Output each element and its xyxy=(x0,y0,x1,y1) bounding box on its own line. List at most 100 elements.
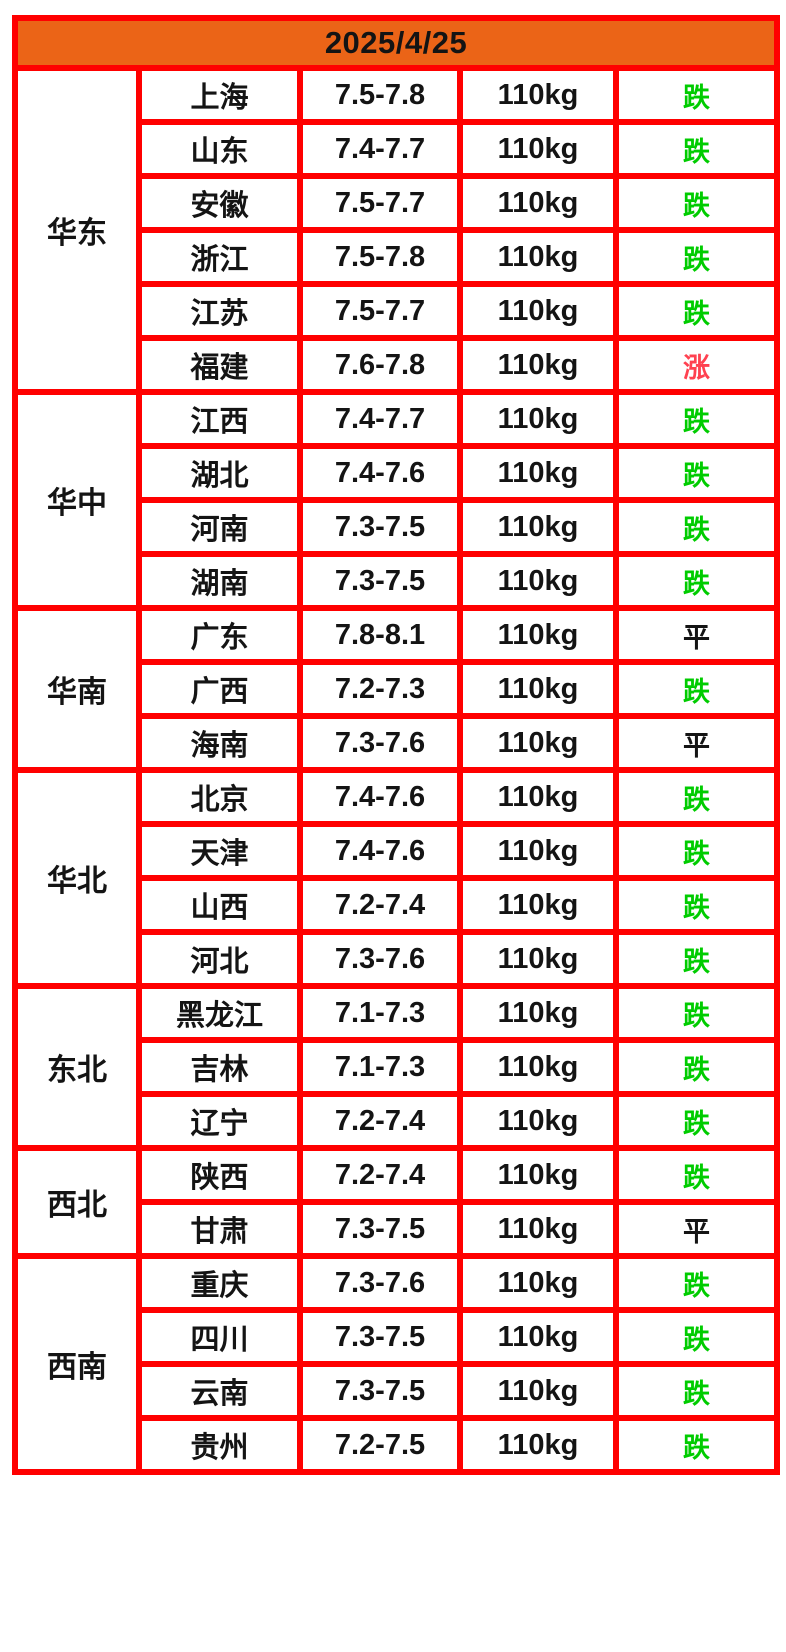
trend-cell: 跌 xyxy=(612,227,781,287)
weight-cell: 110kg xyxy=(457,821,619,881)
price-cell: 7.5-7.7 xyxy=(297,173,463,233)
trend-cell: 跌 xyxy=(612,821,781,881)
table-row: 东北 黑龙江 7.1-7.3 110kg 跌 xyxy=(12,983,781,1151)
weight-cell: 110kg xyxy=(457,1415,619,1475)
table-row: 江苏 7.5-7.7 110kg 跌 xyxy=(15,281,781,341)
province-cell: 重庆 xyxy=(136,1253,303,1313)
weight-cell: 110kg xyxy=(457,1361,619,1421)
weight-cell: 110kg xyxy=(457,713,619,773)
price-cell: 7.4-7.6 xyxy=(297,443,463,503)
pig-price-table: 2025/4/25 华东 上海 7.5-7.8 110kg 跌 山东 7.4-7… xyxy=(11,15,781,1475)
trend-cell: 跌 xyxy=(612,119,781,179)
price-cell: 7.5-7.7 xyxy=(297,281,463,341)
weight-cell: 110kg xyxy=(457,227,619,287)
region-cell: 华北 xyxy=(12,767,142,989)
province-cell: 河南 xyxy=(136,497,303,557)
trend-cell: 跌 xyxy=(612,1415,781,1475)
table-row: 海南 7.3-7.6 110kg 平 xyxy=(15,713,781,773)
province-cell: 河北 xyxy=(136,929,303,989)
trend-cell: 跌 xyxy=(612,281,781,341)
weight-cell: 110kg xyxy=(457,335,619,395)
province-cell: 福建 xyxy=(136,335,303,395)
region-cell: 华南 xyxy=(12,605,142,773)
weight-cell: 110kg xyxy=(457,281,619,341)
table-row: 广西 7.2-7.3 110kg 跌 xyxy=(15,659,781,719)
table-row: 西北 陕西 7.2-7.4 110kg 跌 xyxy=(12,1145,781,1259)
province-cell: 陕西 xyxy=(136,1145,303,1205)
trend-cell: 平 xyxy=(612,605,781,665)
weight-cell: 110kg xyxy=(457,767,619,827)
price-cell: 7.3-7.5 xyxy=(297,1361,463,1421)
trend-cell: 跌 xyxy=(612,173,781,233)
province-cell: 辽宁 xyxy=(136,1091,303,1151)
price-cell: 7.1-7.3 xyxy=(297,1037,463,1097)
weight-cell: 110kg xyxy=(457,389,619,449)
trend-cell: 跌 xyxy=(612,1307,781,1367)
table-row: 华南 广东 7.8-8.1 110kg 平 xyxy=(12,605,781,773)
province-cell: 甘肃 xyxy=(136,1199,303,1259)
table-row: 天津 7.4-7.6 110kg 跌 xyxy=(15,821,781,881)
province-cell: 广东 xyxy=(136,605,303,665)
province-cell: 贵州 xyxy=(136,1415,303,1475)
trend-cell: 跌 xyxy=(612,983,781,1043)
weight-cell: 110kg xyxy=(457,119,619,179)
price-cell: 7.1-7.3 xyxy=(297,983,463,1043)
trend-cell: 跌 xyxy=(612,1091,781,1151)
weight-cell: 110kg xyxy=(457,1307,619,1367)
price-cell: 7.6-7.8 xyxy=(297,335,463,395)
weight-cell: 110kg xyxy=(457,1037,619,1097)
price-cell: 7.3-7.5 xyxy=(297,1307,463,1367)
price-cell: 7.8-8.1 xyxy=(297,605,463,665)
table-row: 西南 重庆 7.3-7.6 110kg 跌 xyxy=(12,1253,781,1475)
price-cell: 7.2-7.4 xyxy=(297,875,463,935)
trend-cell: 跌 xyxy=(612,875,781,935)
table-row: 吉林 7.1-7.3 110kg 跌 xyxy=(15,1037,781,1097)
province-cell: 广西 xyxy=(136,659,303,719)
trend-cell: 跌 xyxy=(612,65,781,125)
province-cell: 山西 xyxy=(136,875,303,935)
table-row: 山东 7.4-7.7 110kg 跌 xyxy=(15,119,781,179)
weight-cell: 110kg xyxy=(457,65,619,125)
weight-cell: 110kg xyxy=(457,983,619,1043)
weight-cell: 110kg xyxy=(457,605,619,665)
trend-cell: 跌 xyxy=(612,1253,781,1313)
trend-cell: 平 xyxy=(612,713,781,773)
table-row: 华北 北京 7.4-7.6 110kg 跌 xyxy=(12,767,781,989)
table-row: 福建 7.6-7.8 110kg 涨 xyxy=(15,335,781,395)
province-cell: 云南 xyxy=(136,1361,303,1421)
table-row: 云南 7.3-7.5 110kg 跌 xyxy=(15,1361,781,1421)
province-cell: 湖北 xyxy=(136,443,303,503)
header-row: 2025/4/25 xyxy=(11,15,781,71)
trend-cell: 跌 xyxy=(612,551,781,611)
province-cell: 上海 xyxy=(136,65,303,125)
table-row: 辽宁 7.2-7.4 110kg 跌 xyxy=(15,1091,781,1151)
region-cell: 西北 xyxy=(12,1145,142,1259)
province-cell: 天津 xyxy=(136,821,303,881)
table-row: 湖南 7.3-7.5 110kg 跌 xyxy=(15,551,781,611)
weight-cell: 110kg xyxy=(457,443,619,503)
trend-cell: 涨 xyxy=(612,335,781,395)
trend-cell: 跌 xyxy=(612,659,781,719)
trend-cell: 跌 xyxy=(612,767,781,827)
region-cell: 东北 xyxy=(12,983,142,1151)
province-cell: 黑龙江 xyxy=(136,983,303,1043)
trend-cell: 跌 xyxy=(612,929,781,989)
region-cell: 华东 xyxy=(12,65,142,395)
province-cell: 湖南 xyxy=(136,551,303,611)
date-header: 2025/4/25 xyxy=(11,15,781,71)
weight-cell: 110kg xyxy=(457,1091,619,1151)
price-cell: 7.3-7.6 xyxy=(297,1253,463,1313)
price-cell: 7.3-7.6 xyxy=(297,713,463,773)
price-cell: 7.5-7.8 xyxy=(297,227,463,287)
table-row: 河北 7.3-7.6 110kg 跌 xyxy=(15,929,781,989)
trend-cell: 跌 xyxy=(612,443,781,503)
weight-cell: 110kg xyxy=(457,929,619,989)
weight-cell: 110kg xyxy=(457,1199,619,1259)
price-cell: 7.3-7.5 xyxy=(297,1199,463,1259)
weight-cell: 110kg xyxy=(457,1253,619,1313)
province-cell: 吉林 xyxy=(136,1037,303,1097)
table-row: 湖北 7.4-7.6 110kg 跌 xyxy=(15,443,781,503)
weight-cell: 110kg xyxy=(457,875,619,935)
weight-cell: 110kg xyxy=(457,551,619,611)
